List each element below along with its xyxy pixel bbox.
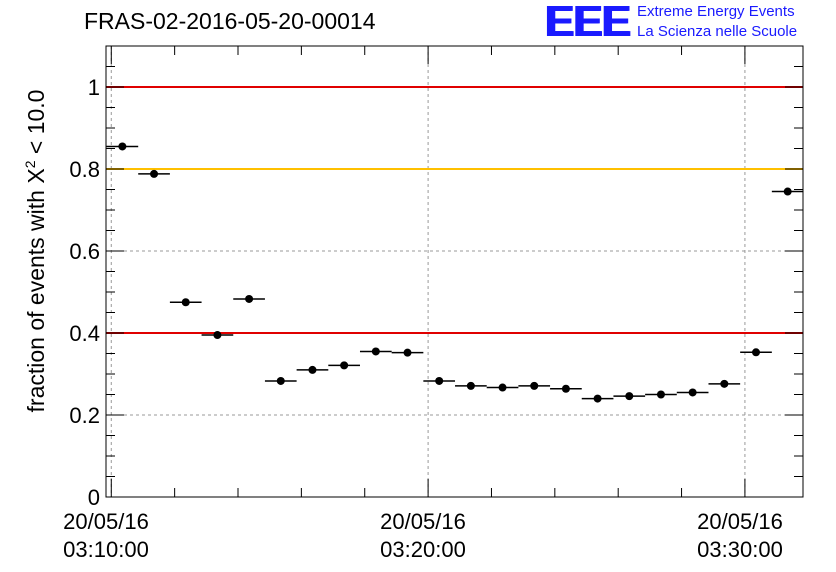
y-tick-label: 0.4 xyxy=(69,321,100,346)
data-point-marker xyxy=(181,298,190,307)
data-point-marker xyxy=(688,388,697,397)
logo-caption-line2: La Scienza nelle Scuole xyxy=(637,23,798,40)
data-point-marker xyxy=(245,294,254,303)
x-tick-label-time: 03:30:00 xyxy=(697,537,783,562)
data-point xyxy=(423,376,456,385)
y-tick-label: 0.6 xyxy=(69,239,100,264)
x-tick-label-2: 20/05/16 03:20:00 xyxy=(380,508,466,564)
data-point xyxy=(486,383,519,392)
x-tick-label-date: 20/05/16 xyxy=(697,509,783,534)
data-point-marker xyxy=(593,394,602,403)
data-point xyxy=(138,169,170,178)
data-point-marker xyxy=(466,381,475,390)
x-tick-label-date: 20/05/16 xyxy=(63,509,149,534)
y-tick-label: 0.8 xyxy=(69,157,100,182)
y-axis-label-prefix: fraction of events with xyxy=(22,183,49,413)
axis-ticks xyxy=(106,45,803,498)
data-point xyxy=(233,294,265,303)
logo-caption-line1: Extreme Energy Events xyxy=(637,3,795,20)
data-point xyxy=(771,187,804,196)
data-point xyxy=(359,347,392,356)
data-point xyxy=(264,376,297,385)
data-point xyxy=(169,298,202,307)
data-point xyxy=(455,381,487,390)
grid xyxy=(106,46,803,497)
x-tick-label-1: 20/05/16 03:10:00 xyxy=(63,508,149,564)
data-point xyxy=(740,348,772,357)
data-point-marker xyxy=(530,381,539,390)
y-axis-label-superscript: 2 xyxy=(22,160,39,169)
data-point-marker xyxy=(720,379,729,388)
x-tick-label-time: 03:20:00 xyxy=(380,537,466,562)
data-point-marker xyxy=(308,365,317,374)
data-point-marker xyxy=(276,376,285,385)
data-point-marker xyxy=(403,348,412,357)
y-axis-label-suffix: < 10.0 xyxy=(22,89,49,161)
data-point-marker xyxy=(625,392,634,401)
data-point xyxy=(708,379,741,388)
data-point xyxy=(518,381,551,390)
data-point xyxy=(581,394,614,403)
x-tick-label-time: 03:10:00 xyxy=(63,537,149,562)
data-point-marker xyxy=(752,348,761,357)
data-point-marker xyxy=(783,187,792,196)
reference-lines xyxy=(106,86,803,334)
data-point xyxy=(550,384,582,393)
data-point-marker xyxy=(340,361,349,370)
data-point-marker xyxy=(213,331,222,340)
data-point xyxy=(645,390,677,399)
data-point xyxy=(201,331,234,340)
data-point-marker xyxy=(561,384,570,393)
data-point-marker xyxy=(150,169,159,178)
eee-logo: EEE xyxy=(544,0,630,46)
data-point xyxy=(613,392,646,401)
data-points xyxy=(106,142,804,403)
y-tick-labels: 0 0.2 0.4 0.6 0.8 1 xyxy=(69,75,100,510)
data-point-marker xyxy=(498,383,507,392)
data-point-marker xyxy=(371,347,380,356)
data-point xyxy=(328,361,360,370)
chart-title: FRAS-02-2016-05-20-00014 xyxy=(84,8,376,34)
data-point xyxy=(676,388,709,397)
data-point-marker xyxy=(656,390,665,399)
y-tick-label: 0.2 xyxy=(69,403,100,428)
y-tick-label: 0 xyxy=(88,485,100,510)
y-axis-label: fraction of events with X2 < 10.0 xyxy=(22,90,50,413)
data-point xyxy=(296,365,329,374)
x-tick-label-date: 20/05/16 xyxy=(380,509,466,534)
y-tick-label: 1 xyxy=(88,75,100,100)
data-point xyxy=(391,348,424,357)
data-point-marker xyxy=(435,376,444,385)
plot-frame xyxy=(105,45,804,498)
data-point xyxy=(106,142,139,151)
data-point-marker xyxy=(118,142,127,151)
x-tick-label-3: 20/05/16 03:30:00 xyxy=(697,508,783,564)
y-axis-label-chi-symbol: X xyxy=(22,168,49,184)
